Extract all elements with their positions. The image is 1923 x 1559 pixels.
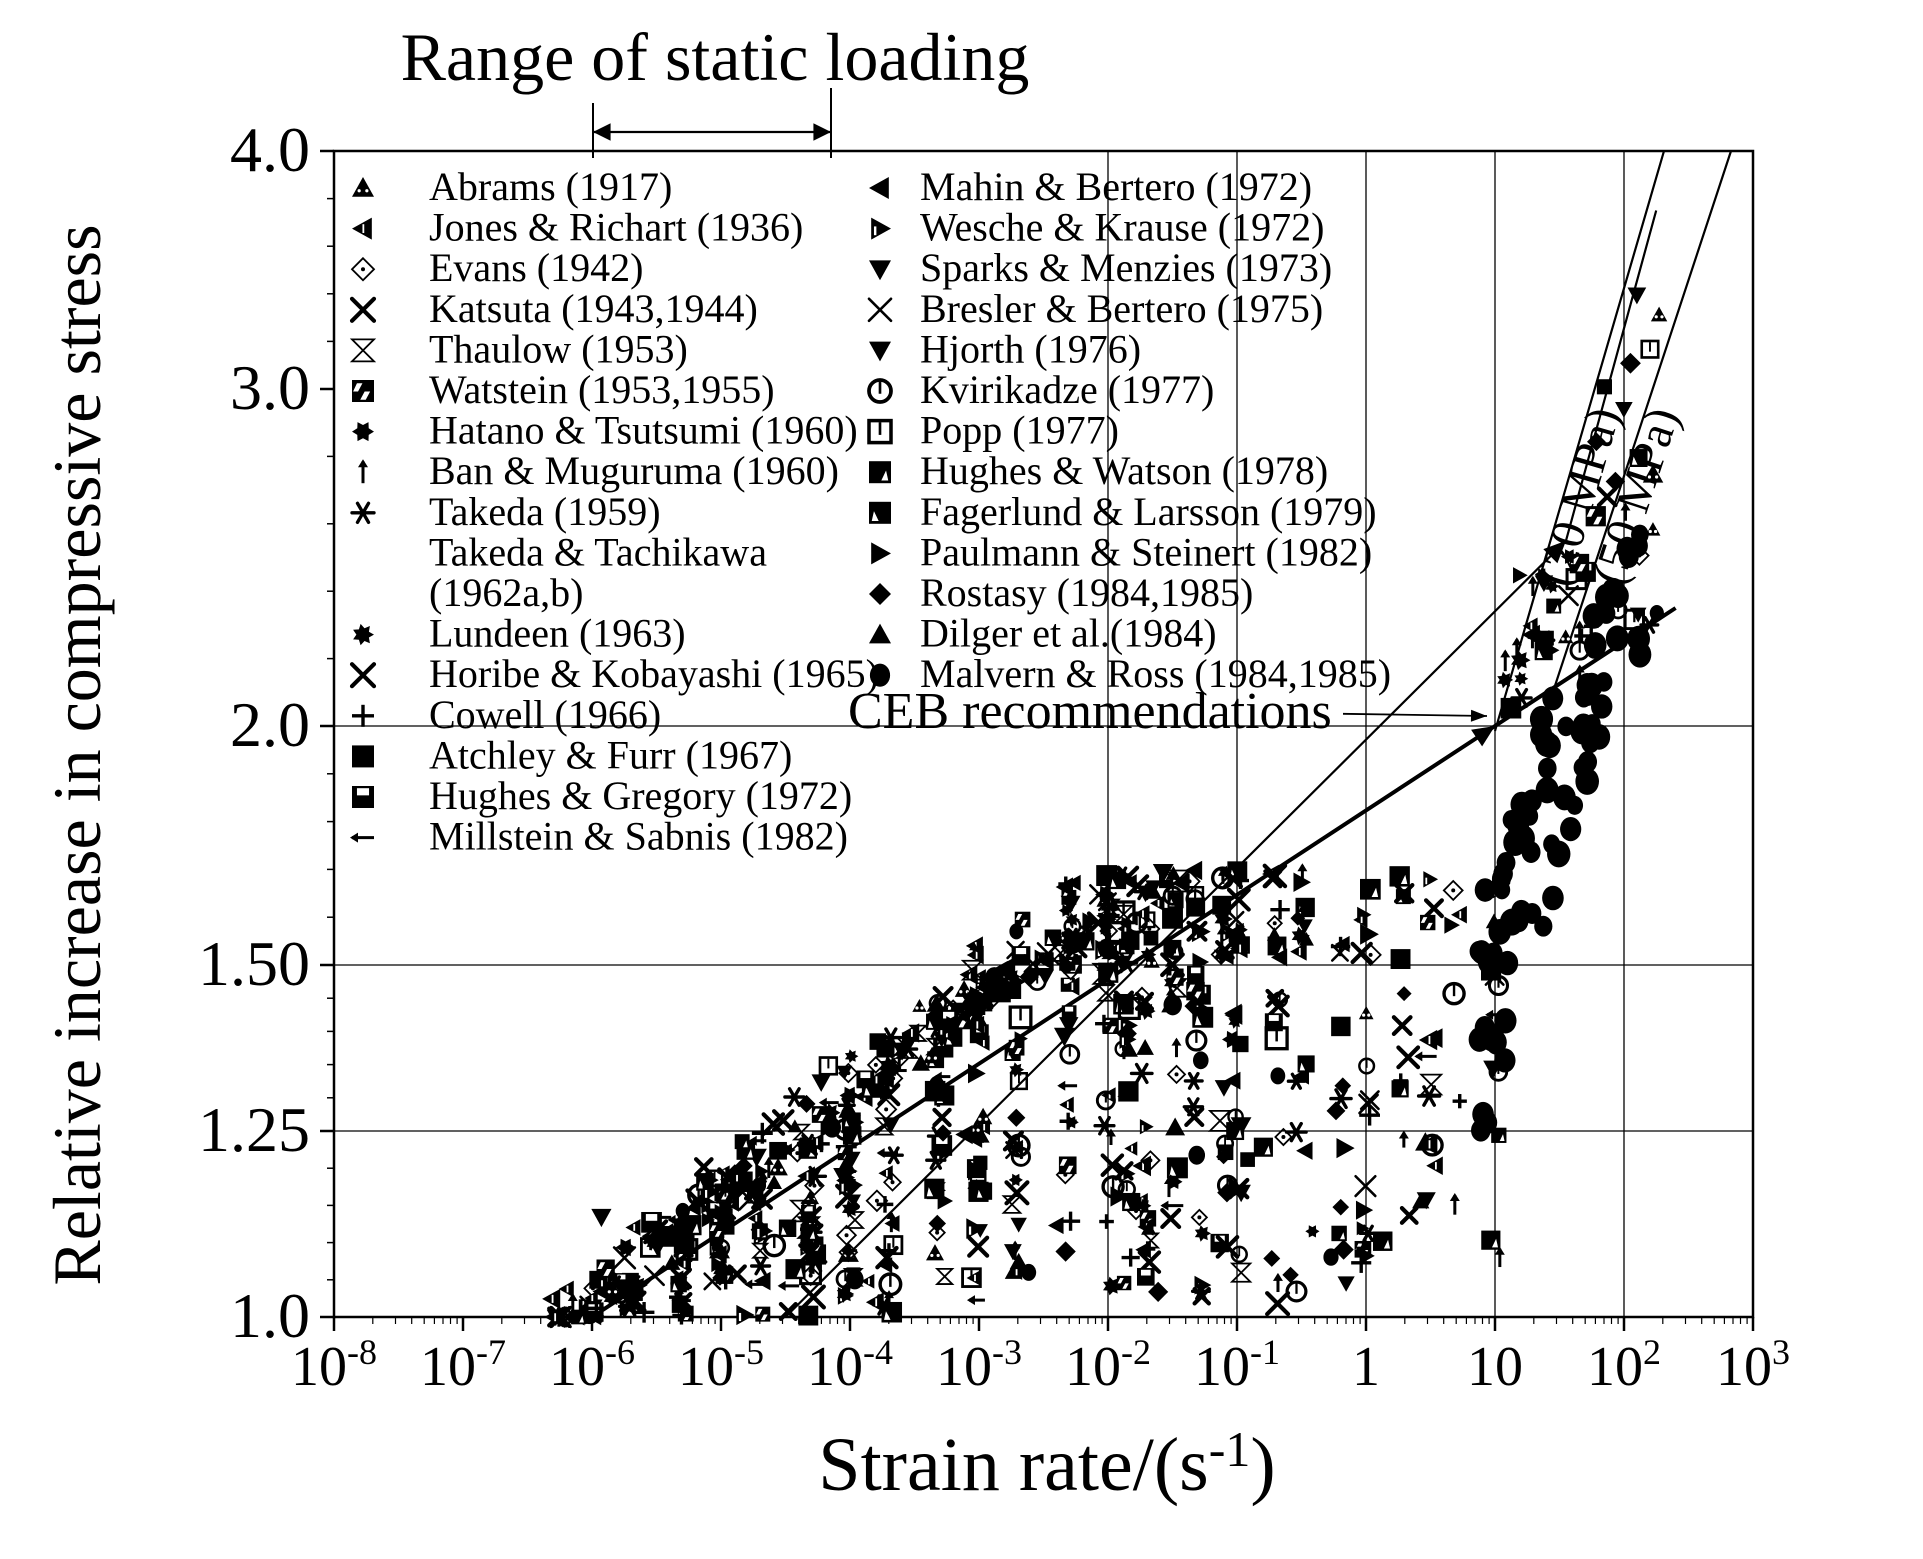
- svg-text:Wesche & Krause (1972): Wesche & Krause (1972): [920, 205, 1324, 250]
- svg-text:1: 1: [1352, 1336, 1380, 1398]
- svg-text:Mahin & Bertero (1972): Mahin & Bertero (1972): [920, 164, 1312, 209]
- svg-text:3.0: 3.0: [230, 352, 310, 423]
- svg-text:Dilger et al.(1984): Dilger et al.(1984): [920, 611, 1217, 656]
- svg-text:Rostasy (1984,1985): Rostasy (1984,1985): [920, 570, 1253, 615]
- svg-text:Watstein (1953,1955): Watstein (1953,1955): [429, 367, 775, 412]
- svg-text:Cowell (1966): Cowell (1966): [429, 692, 661, 737]
- svg-text:Abrams (1917): Abrams (1917): [429, 164, 672, 209]
- svg-text:Hatano & Tsutsumi (1960): Hatano & Tsutsumi (1960): [429, 408, 858, 453]
- svg-text:Hughes & Gregory (1972): Hughes & Gregory (1972): [429, 773, 852, 818]
- svg-text:Thaulow (1953): Thaulow (1953): [429, 326, 688, 371]
- svg-text:4.0: 4.0: [230, 114, 310, 185]
- svg-text:Hjorth (1976): Hjorth (1976): [920, 326, 1141, 371]
- svg-text:CEB recommendations: CEB recommendations: [848, 683, 1332, 740]
- svg-text:Fagerlund & Larsson (1979): Fagerlund & Larsson (1979): [920, 489, 1377, 534]
- svg-text:1.50: 1.50: [198, 928, 310, 999]
- svg-text:Range of static loading: Range of static loading: [401, 19, 1030, 95]
- svg-text:Popp (1977): Popp (1977): [920, 408, 1119, 453]
- svg-text:Bresler & Bertero (1975): Bresler & Bertero (1975): [920, 286, 1323, 331]
- svg-text:Kvirikadze (1977): Kvirikadze (1977): [920, 367, 1214, 412]
- svg-text:Jones & Richart (1936): Jones & Richart (1936): [429, 205, 803, 250]
- svg-text:Evans (1942): Evans (1942): [429, 245, 643, 290]
- svg-text:Atchley & Furr (1967): Atchley & Furr (1967): [429, 732, 792, 777]
- svg-text:Horibe & Kobayashi (1965): Horibe & Kobayashi (1965): [429, 651, 879, 696]
- svg-text:Takeda & Tachikawa: Takeda & Tachikawa: [429, 529, 767, 574]
- svg-text:Hughes & Watson (1978): Hughes & Watson (1978): [920, 448, 1328, 493]
- svg-text:Paulmann & Steinert (1982): Paulmann & Steinert (1982): [920, 529, 1372, 574]
- svg-text:Relative increase in compressi: Relative increase in compressive stress: [39, 224, 115, 1285]
- svg-text:1.25: 1.25: [198, 1094, 310, 1165]
- svg-text:Ban & Muguruma (1960): Ban & Muguruma (1960): [429, 448, 839, 493]
- svg-text:Katsuta (1943,1944): Katsuta (1943,1944): [429, 286, 758, 331]
- svg-text:Strain rate/(s-1): Strain rate/(s-1): [818, 1421, 1275, 1507]
- svg-text:Millstein & Sabnis (1982): Millstein & Sabnis (1982): [429, 814, 848, 859]
- svg-text:10: 10: [1467, 1336, 1523, 1398]
- svg-text:2.0: 2.0: [230, 689, 310, 760]
- svg-text:(1962a,b): (1962a,b): [429, 570, 583, 615]
- svg-text:Lundeen (1963): Lundeen (1963): [429, 611, 686, 656]
- svg-text:Sparks & Menzies (1973): Sparks & Menzies (1973): [920, 245, 1332, 290]
- svg-text:Takeda (1959): Takeda (1959): [429, 489, 661, 534]
